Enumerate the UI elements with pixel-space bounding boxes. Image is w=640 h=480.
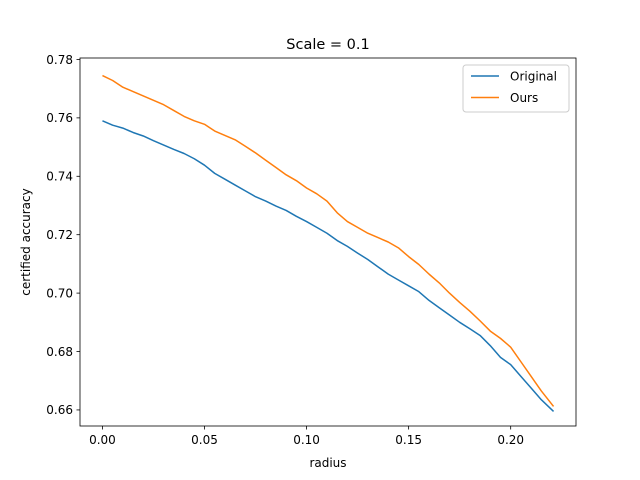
legend: Original Ours bbox=[462, 64, 570, 113]
y-tick-label: 0.70 bbox=[46, 286, 73, 300]
y-axis: 0.66 0.68 0.70 0.72 0.74 0.76 0.78 bbox=[46, 53, 80, 417]
x-tick-label: 0.10 bbox=[293, 433, 320, 447]
chart-title: Scale = 0.1 bbox=[286, 37, 369, 53]
y-tick-label: 0.76 bbox=[46, 111, 73, 125]
x-axis-label: radius bbox=[309, 456, 346, 470]
y-tick-label: 0.66 bbox=[46, 403, 73, 417]
x-tick-label: 0.00 bbox=[89, 433, 116, 447]
y-tick-label: 0.78 bbox=[46, 53, 73, 67]
y-tick-label: 0.68 bbox=[46, 345, 73, 359]
x-tick-label: 0.15 bbox=[395, 433, 422, 447]
y-tick-label: 0.72 bbox=[46, 228, 73, 242]
x-tick-label: 0.20 bbox=[497, 433, 524, 447]
legend-label-ours: Ours bbox=[510, 91, 538, 105]
plot-frame bbox=[79, 57, 577, 427]
x-tick-label: 0.05 bbox=[191, 433, 218, 447]
y-axis-label: certified accuracy bbox=[19, 188, 33, 295]
y-tick-label: 0.74 bbox=[46, 170, 73, 184]
x-axis: 0.00 0.05 0.10 0.15 0.20 bbox=[89, 426, 524, 447]
series-line-ours bbox=[102, 74, 555, 407]
series-line-original bbox=[102, 120, 555, 412]
legend-label-original: Original bbox=[510, 69, 557, 83]
series-layer bbox=[102, 74, 555, 412]
